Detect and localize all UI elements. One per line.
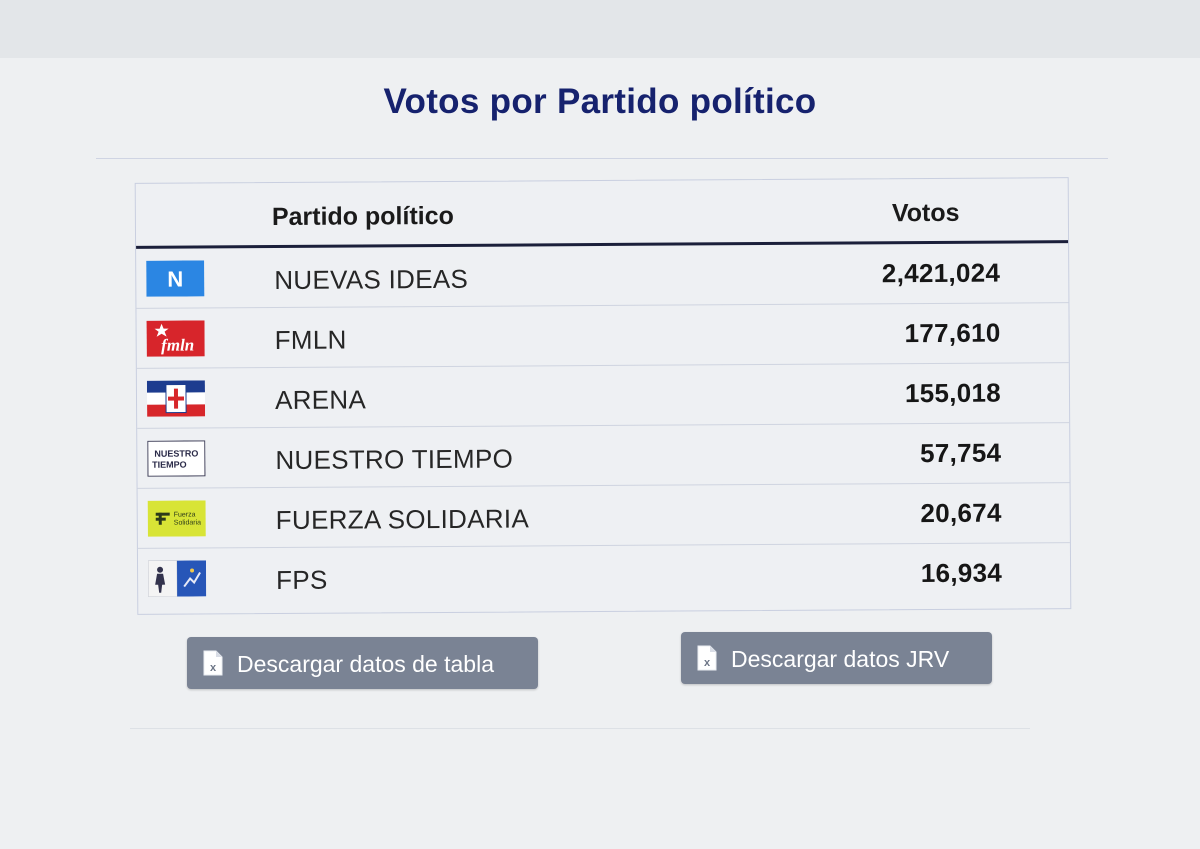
vote-count: 155,018 — [904, 377, 1002, 409]
download-jrv-label: Descargar datos JRV — [731, 646, 950, 672]
fps-logo — [147, 560, 207, 597]
arena-logo — [146, 380, 206, 417]
nuevas-ideas-logo: N — [146, 260, 205, 297]
table-row: NUESTRO TIEMPO NUESTRO TIEMPO 57,754 — [137, 423, 1070, 489]
table-row: Fuerza Solidaria FUERZA SOLIDARIA 20,674 — [137, 483, 1070, 549]
download-table-button[interactable]: x Descargar datos de tabla — [187, 637, 538, 689]
table-header: Partido político Votos — [135, 178, 1069, 249]
table-row: ARENA 155,018 — [136, 363, 1070, 429]
votes-table: Partido político Votos N NUEVAS IDEAS 2,… — [134, 177, 1072, 615]
page-title: Votos por Partido político — [383, 82, 817, 121]
svg-text:Solidaria: Solidaria — [174, 519, 201, 526]
nuestro-tiempo-logo: NUESTRO TIEMPO — [147, 440, 206, 477]
vote-count: 16,934 — [920, 557, 1003, 589]
header-votes: Votos — [891, 198, 960, 228]
bottom-divider — [130, 728, 1030, 729]
party-name: FMLN — [274, 324, 347, 356]
download-jrv-button[interactable]: x Descargar datos JRV — [681, 632, 992, 684]
vote-count: 2,421,024 — [881, 257, 1001, 289]
table-row: fmln FMLN 177,610 — [136, 303, 1069, 369]
download-table-label: Descargar datos de tabla — [237, 651, 494, 677]
vote-count: 20,674 — [920, 497, 1002, 529]
top-strip — [0, 0, 1200, 59]
svg-text:x: x — [704, 657, 711, 669]
svg-text:x: x — [210, 662, 217, 674]
table-row: FPS 16,934 — [138, 543, 1070, 608]
fmln-logo: fmln — [146, 320, 205, 357]
header-party: Partido político — [271, 201, 454, 232]
party-name: FUERZA SOLIDARIA — [275, 503, 530, 536]
excel-file-icon: x — [203, 650, 223, 676]
title-divider — [96, 158, 1108, 159]
party-name: FPS — [276, 564, 328, 595]
vote-count: 177,610 — [904, 317, 1001, 349]
svg-text:Fuerza: Fuerza — [174, 511, 196, 518]
excel-file-icon: x — [697, 645, 717, 671]
party-name: NUEVAS IDEAS — [274, 263, 469, 296]
svg-text:NUESTRO: NUESTRO — [154, 448, 198, 458]
table-row: N NUEVAS IDEAS 2,421,024 — [136, 243, 1069, 309]
party-name: ARENA — [274, 384, 367, 416]
svg-text:N: N — [167, 267, 183, 292]
svg-text:TIEMPO: TIEMPO — [152, 460, 187, 470]
svg-text:fmln: fmln — [161, 335, 194, 354]
vote-count: 57,754 — [919, 437, 1002, 469]
fuerza-solidaria-logo: Fuerza Solidaria — [147, 500, 206, 537]
party-name: NUESTRO TIEMPO — [275, 443, 514, 476]
